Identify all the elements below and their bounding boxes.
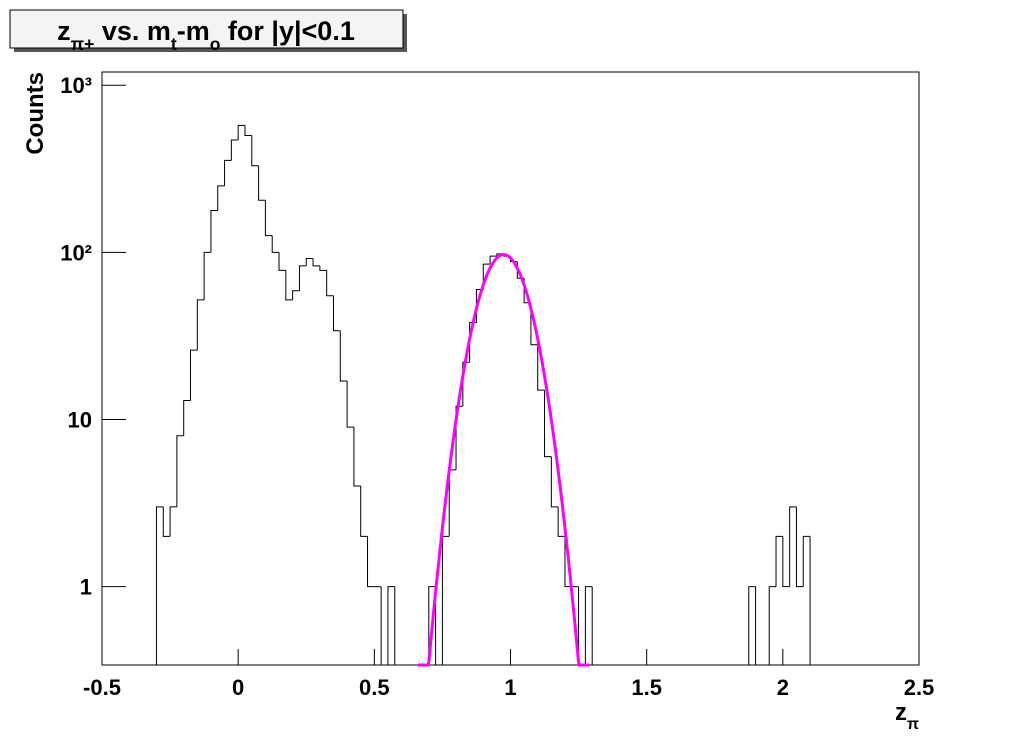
histogram-bin — [326, 270, 334, 297]
histogram-bin — [802, 535, 811, 587]
histogram-bin — [190, 349, 198, 401]
histogram-bin — [230, 139, 239, 161]
histogram-bin — [258, 165, 266, 201]
histogram-bin — [428, 586, 436, 665]
histogram-bin — [367, 536, 375, 588]
text-part: π+ — [71, 34, 95, 54]
y-tick-label: 10 — [68, 408, 92, 433]
text-part: π — [907, 716, 919, 733]
histogram-bin — [244, 125, 252, 137]
histogram-bin — [285, 270, 293, 301]
text-part: vs. m — [94, 16, 171, 46]
histogram-bin — [809, 536, 817, 666]
histogram-bin — [462, 361, 470, 407]
histogram-bin — [339, 330, 348, 382]
chart-title: zπ+ vs. mt-mo for |y|<0.1 — [57, 16, 355, 54]
histogram-bin — [224, 159, 232, 186]
histogram-bin — [564, 536, 572, 588]
histogram-bin — [387, 586, 395, 665]
x-tick-label: 0.5 — [359, 675, 390, 700]
histogram-bin — [278, 252, 286, 271]
fit-curve — [417, 253, 590, 667]
histogram-bin — [578, 586, 586, 666]
histogram-bin — [755, 586, 763, 666]
histogram-bin — [203, 251, 211, 300]
histogram-bin — [305, 257, 314, 266]
y-tick-label: 10² — [60, 240, 92, 265]
histogram-bin — [584, 586, 593, 665]
histogram-bin — [775, 535, 783, 587]
text-part: o — [210, 34, 221, 54]
histogram-bin — [768, 586, 777, 665]
histogram-bin — [448, 469, 457, 537]
histogram-bin — [748, 586, 756, 665]
histogram-bin — [292, 290, 300, 300]
histogram-bin — [264, 200, 273, 237]
histogram-bin — [441, 535, 450, 665]
x-tick-label: 1.5 — [631, 675, 662, 700]
y-tick-label: 10³ — [60, 73, 92, 98]
histogram-bin — [312, 258, 320, 267]
text-part: for |y|<0.1 — [220, 16, 354, 46]
x-tick-label: 2.5 — [904, 675, 935, 700]
histogram-bin — [557, 506, 565, 537]
x-axis-label: zπ — [895, 699, 919, 733]
histogram-bin — [782, 536, 790, 588]
y-axis-label: Counts — [22, 72, 49, 155]
histogram-bin — [332, 295, 341, 332]
x-tick-label: 2 — [777, 675, 789, 700]
histogram-bin — [251, 135, 259, 167]
histogram-bin — [319, 265, 327, 271]
histogram-bin — [537, 344, 545, 391]
x-tick-label: 1 — [504, 675, 516, 700]
title-box — [9, 9, 404, 49]
text-part: t — [171, 34, 177, 54]
histogram-bin — [789, 506, 797, 587]
histogram-bin — [298, 265, 307, 291]
histogram-bin — [380, 586, 388, 666]
text-part: z — [57, 16, 71, 46]
y-tick-label: 1 — [80, 575, 92, 600]
histogram-bin — [544, 390, 552, 458]
histogram-bin — [591, 586, 600, 666]
histogram-bin — [346, 381, 354, 428]
histogram-bin — [237, 124, 245, 141]
histogram-bin — [196, 299, 205, 351]
histogram-bin — [162, 506, 171, 537]
histogram-bin — [169, 506, 177, 537]
histogram-bin — [455, 405, 463, 470]
histogram-bin — [394, 586, 402, 666]
histogram-bin — [155, 506, 164, 665]
histogram-bin — [210, 210, 218, 253]
histogram-bin — [183, 399, 191, 436]
x-tick-label: -0.5 — [83, 675, 121, 700]
histogram-bin — [176, 435, 184, 507]
histogram-bin — [550, 456, 559, 508]
histogram-bin — [795, 506, 804, 588]
histogram-bin — [360, 486, 368, 537]
histogram-bin — [489, 255, 497, 265]
histogram-bin — [435, 586, 443, 666]
histogram-bin — [530, 302, 538, 346]
histogram-bin — [271, 235, 280, 253]
text-part: z — [895, 699, 907, 726]
text-part: -m — [177, 16, 210, 46]
histogram-bin — [217, 185, 225, 211]
x-tick-label: 0 — [232, 675, 244, 700]
histogram-bin — [353, 427, 361, 487]
